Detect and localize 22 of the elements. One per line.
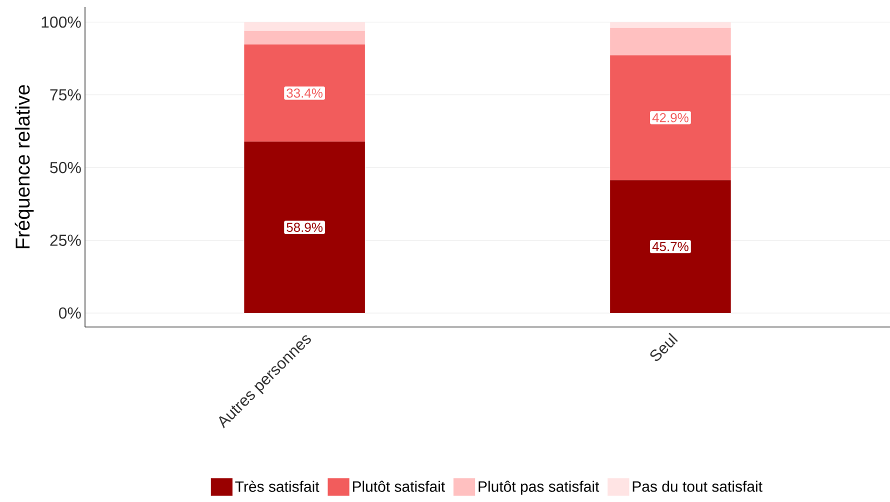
bar	[244, 142, 365, 314]
legend-label: Plutôt pas satisfait	[478, 480, 600, 495]
data-label: 42.9%	[652, 113, 688, 122]
y-tick-label: 100%	[42, 16, 81, 28]
bar	[244, 22, 365, 31]
y-tick-label: 50%	[50, 162, 81, 174]
data-label: 58.9%	[286, 222, 323, 232]
y-tick-label: 25%	[50, 234, 81, 246]
bar	[610, 28, 731, 56]
legend-label: Plutôt satisfait	[352, 480, 445, 492]
legend-label: Très satisfait	[235, 480, 320, 492]
bar	[244, 44, 365, 142]
bar	[610, 180, 731, 314]
data-label: 33.4%	[286, 88, 323, 98]
bar	[610, 55, 731, 180]
y-tick-label: 0%	[58, 307, 81, 319]
data-label: 45.7%	[652, 242, 688, 252]
legend-label: Pas du tout satisfait	[632, 480, 762, 492]
bar	[244, 30, 365, 45]
y-axis-title: Fréquence relative	[14, 85, 34, 248]
bar	[610, 22, 731, 28]
y-tick-label: 75%	[50, 89, 81, 100]
